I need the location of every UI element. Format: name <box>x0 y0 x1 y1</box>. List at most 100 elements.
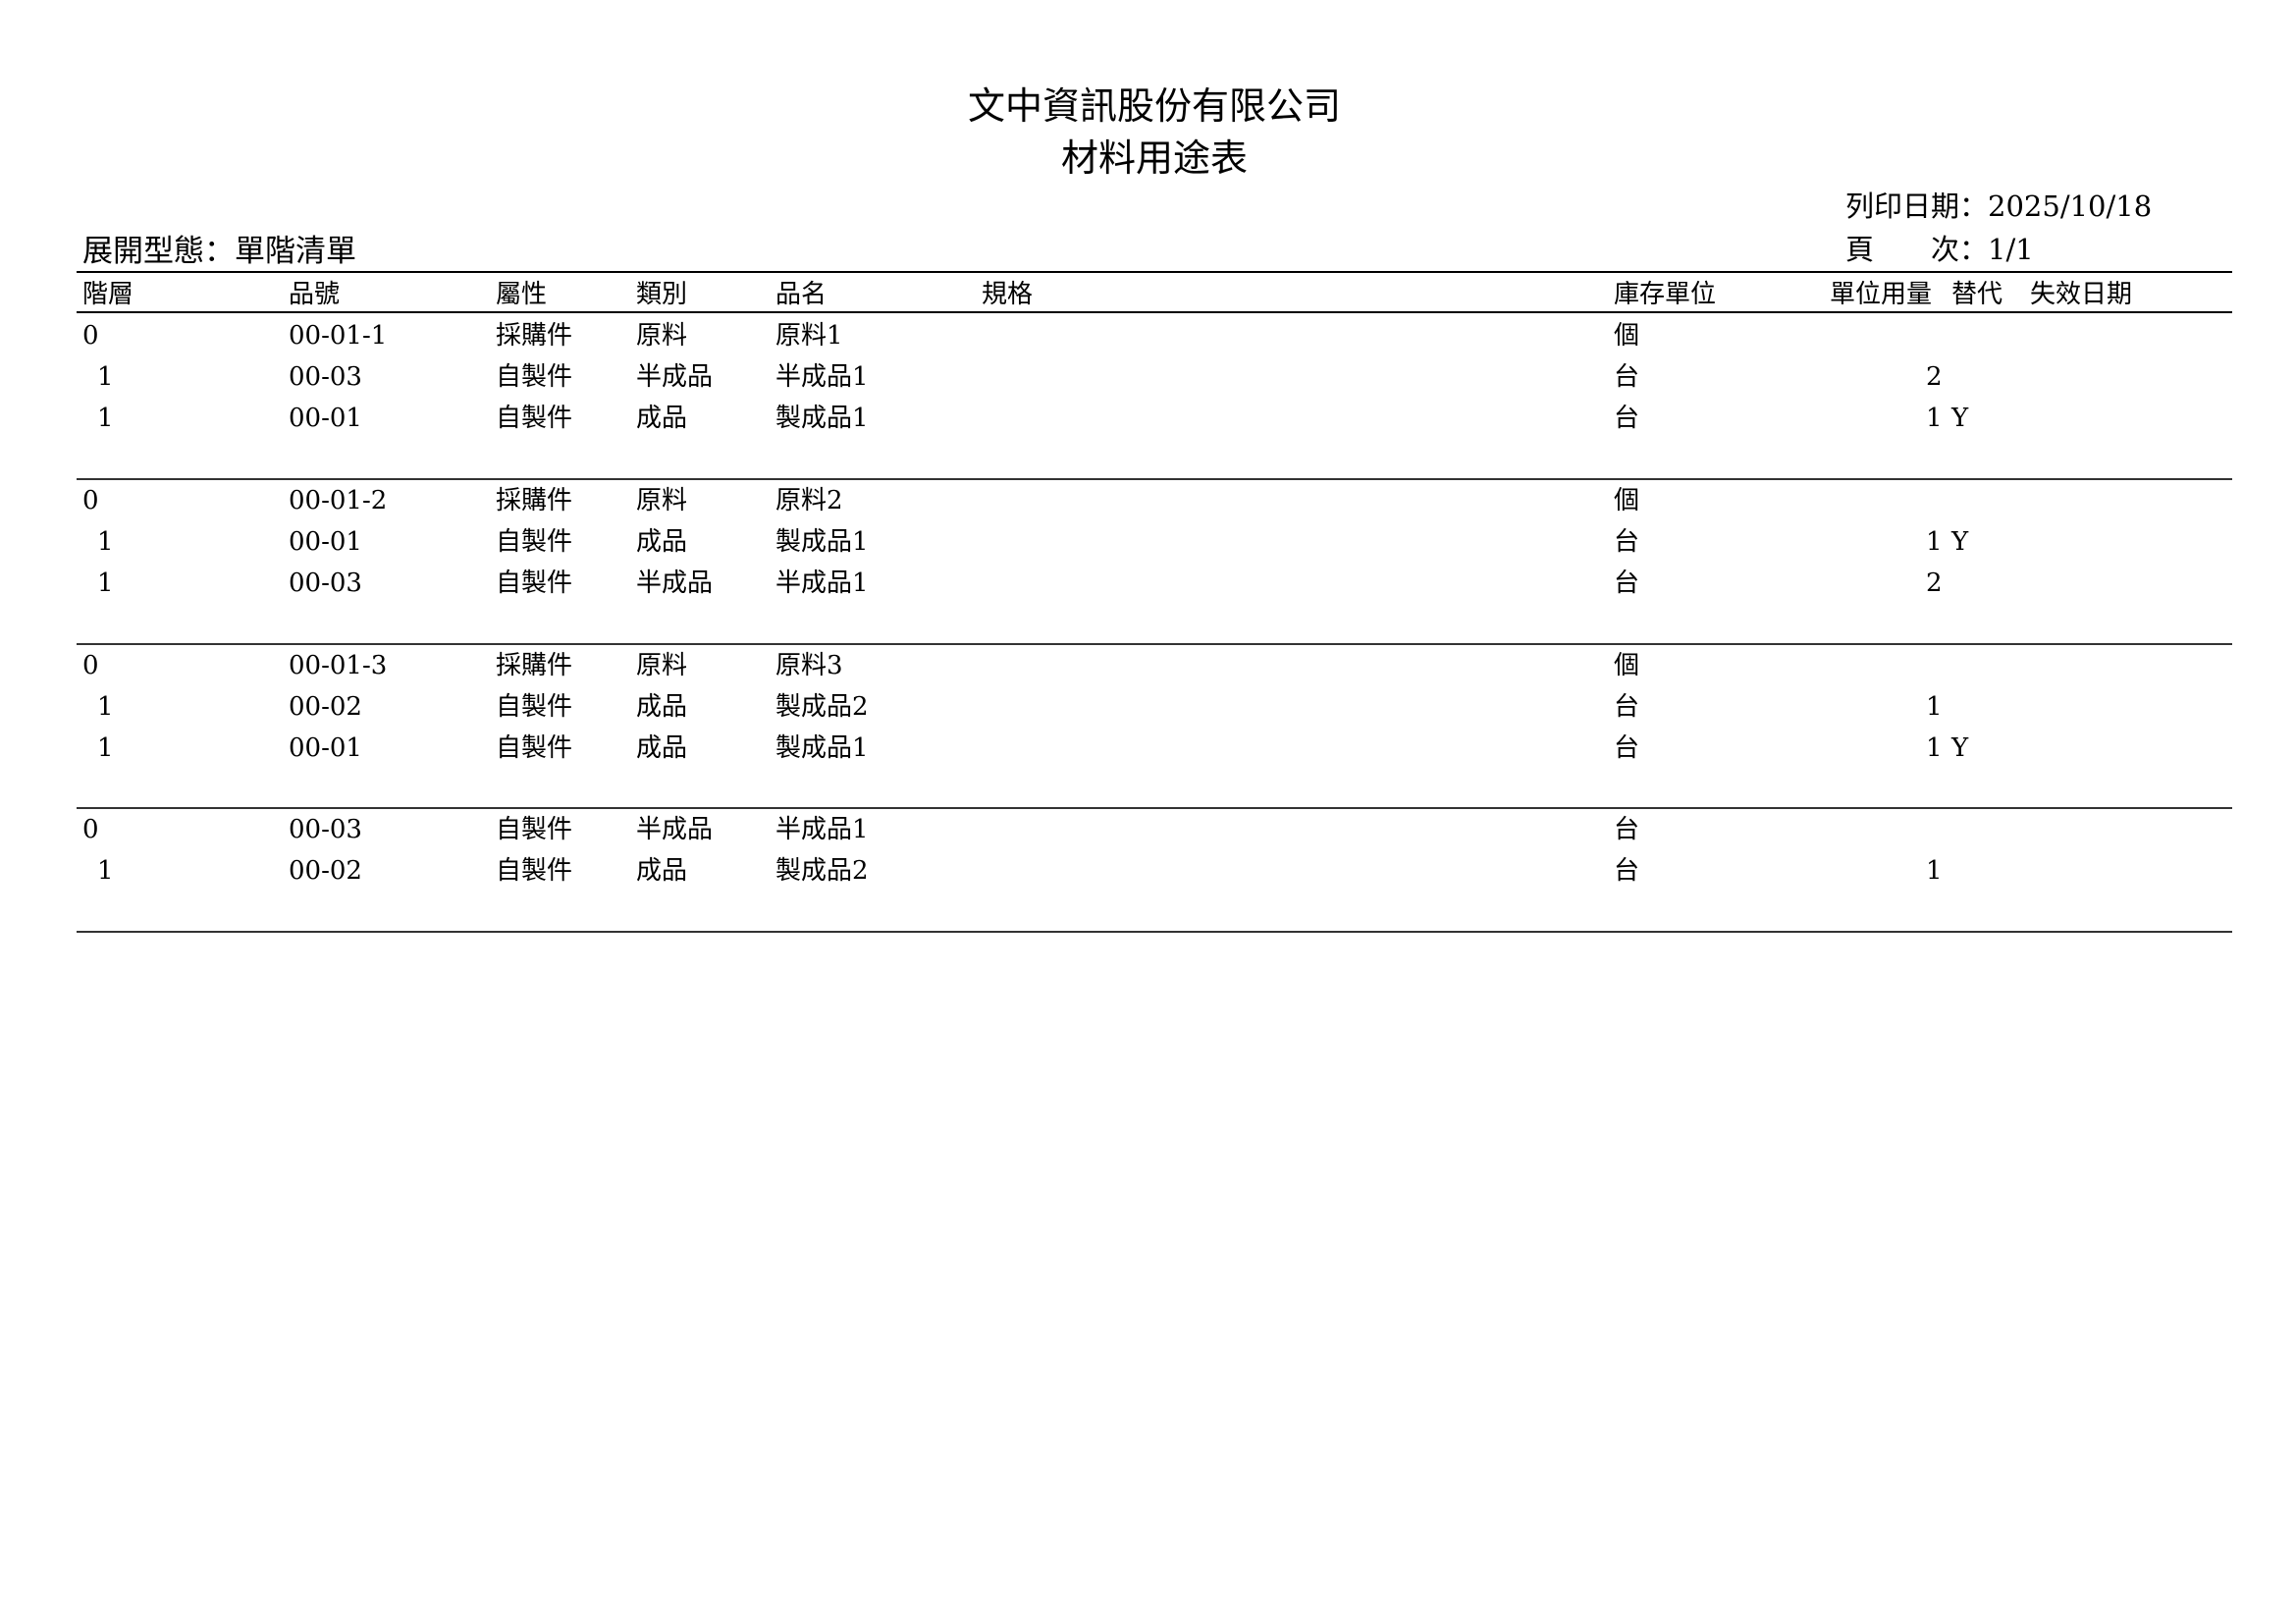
cell-name: 半成品1 <box>775 362 869 392</box>
cell-item-no: 00-02 <box>289 692 362 722</box>
group-separator <box>77 478 2232 480</box>
cell-item-no: 00-01 <box>289 733 362 763</box>
cell-level: 1 <box>97 568 114 598</box>
cell-name: 製成品2 <box>775 856 869 886</box>
cell-qty: 1 <box>1926 692 1943 722</box>
cell-qty: 1 <box>1926 733 1943 763</box>
cell-name: 製成品2 <box>775 692 869 722</box>
cell-unit: 台 <box>1614 733 1640 763</box>
print-date-label: 列印日期： <box>1845 189 1989 223</box>
cell-level: 1 <box>97 733 114 763</box>
cell-category: 成品 <box>636 527 688 557</box>
cell-name: 原料1 <box>775 321 843 351</box>
cell-level: 0 <box>82 486 99 515</box>
cell-category: 半成品 <box>636 568 714 598</box>
cell-category: 半成品 <box>636 815 714 844</box>
cell-unit: 個 <box>1614 651 1640 680</box>
cell-name: 製成品1 <box>775 733 869 763</box>
cell-item-no: 00-01-2 <box>289 486 388 515</box>
cell-category: 半成品 <box>636 362 714 392</box>
print-date: 列印日期：2025/10/18 <box>1845 191 2152 221</box>
column-header: 品名 <box>775 280 828 309</box>
cell-category: 成品 <box>636 733 688 763</box>
cell-qty: 1 <box>1926 404 1943 433</box>
column-header: 庫存單位 <box>1614 280 1717 309</box>
cell-qty: 1 <box>1926 527 1943 557</box>
cell-attr: 自製件 <box>496 856 573 886</box>
cell-category: 成品 <box>636 856 688 886</box>
expand-type-value: 單階清單 <box>235 234 356 269</box>
cell-name: 製成品1 <box>775 527 869 557</box>
cell-level: 0 <box>82 321 99 351</box>
cell-unit: 台 <box>1614 404 1640 433</box>
cell-level: 1 <box>97 856 114 886</box>
cell-level: 0 <box>82 651 99 680</box>
print-date-value: 2025/10/18 <box>1988 189 2153 223</box>
page-value: 1/1 <box>1988 233 2034 266</box>
page-number: 頁 次：1/1 <box>1845 235 2034 264</box>
cell-item-no: 00-03 <box>289 568 362 598</box>
cell-level: 1 <box>97 362 114 392</box>
cell-attr: 自製件 <box>496 815 573 844</box>
company-name: 文中資訊股份有限公司 <box>967 84 1341 128</box>
column-header: 類別 <box>636 280 688 309</box>
cell-level: 1 <box>97 692 114 722</box>
cell-category: 成品 <box>636 404 688 433</box>
cell-attr: 自製件 <box>496 568 573 598</box>
cell-item-no: 00-01 <box>289 404 362 433</box>
column-header: 屬性 <box>496 280 548 309</box>
cell-attr: 自製件 <box>496 362 573 392</box>
cell-name: 製成品1 <box>775 404 869 433</box>
group-separator <box>77 807 2232 809</box>
cell-item-no: 00-01-3 <box>289 651 388 680</box>
header-top-rule <box>77 271 2232 273</box>
cell-sub: Y <box>1951 733 1969 763</box>
cell-unit: 台 <box>1614 362 1640 392</box>
cell-category: 原料 <box>636 651 688 680</box>
report-title: 材料用途表 <box>1060 136 1248 180</box>
cell-attr: 採購件 <box>496 321 573 351</box>
cell-name: 原料2 <box>775 486 843 515</box>
cell-level: 0 <box>82 815 99 844</box>
cell-name: 半成品1 <box>775 815 869 844</box>
cell-attr: 自製件 <box>496 733 573 763</box>
group-separator <box>77 931 2232 933</box>
cell-unit: 台 <box>1614 527 1640 557</box>
cell-qty: 2 <box>1926 568 1943 598</box>
cell-qty: 1 <box>1926 856 1943 886</box>
cell-sub: Y <box>1951 527 1969 557</box>
cell-item-no: 00-01-1 <box>289 321 388 351</box>
column-header: 階層 <box>82 280 134 309</box>
cell-attr: 採購件 <box>496 486 573 515</box>
cell-name: 半成品1 <box>775 568 869 598</box>
cell-unit: 台 <box>1614 692 1640 722</box>
cell-unit: 台 <box>1614 568 1640 598</box>
group-separator <box>77 643 2232 645</box>
cell-item-no: 00-01 <box>289 527 362 557</box>
cell-category: 原料 <box>636 321 688 351</box>
cell-level: 1 <box>97 404 114 433</box>
cell-item-no: 00-02 <box>289 856 362 886</box>
cell-name: 原料3 <box>775 651 843 680</box>
cell-attr: 自製件 <box>496 404 573 433</box>
cell-unit: 台 <box>1614 856 1640 886</box>
cell-level: 1 <box>97 527 114 557</box>
column-header: 品號 <box>289 280 341 309</box>
column-header: 單位用量 <box>1830 280 1933 309</box>
cell-attr: 自製件 <box>496 692 573 722</box>
header-bottom-rule <box>77 311 2232 313</box>
cell-category: 成品 <box>636 692 688 722</box>
cell-attr: 自製件 <box>496 527 573 557</box>
expand-type: 展開型態：單階清單 <box>82 234 356 269</box>
cell-qty: 2 <box>1926 362 1943 392</box>
column-header: 替代 <box>1951 280 2003 309</box>
cell-category: 原料 <box>636 486 688 515</box>
cell-item-no: 00-03 <box>289 362 362 392</box>
column-header: 失效日期 <box>2030 280 2133 309</box>
cell-attr: 採購件 <box>496 651 573 680</box>
cell-unit: 個 <box>1614 486 1640 515</box>
cell-unit: 台 <box>1614 815 1640 844</box>
page-label: 頁 次： <box>1845 233 1989 266</box>
cell-sub: Y <box>1951 404 1969 433</box>
column-header: 規格 <box>982 280 1034 309</box>
